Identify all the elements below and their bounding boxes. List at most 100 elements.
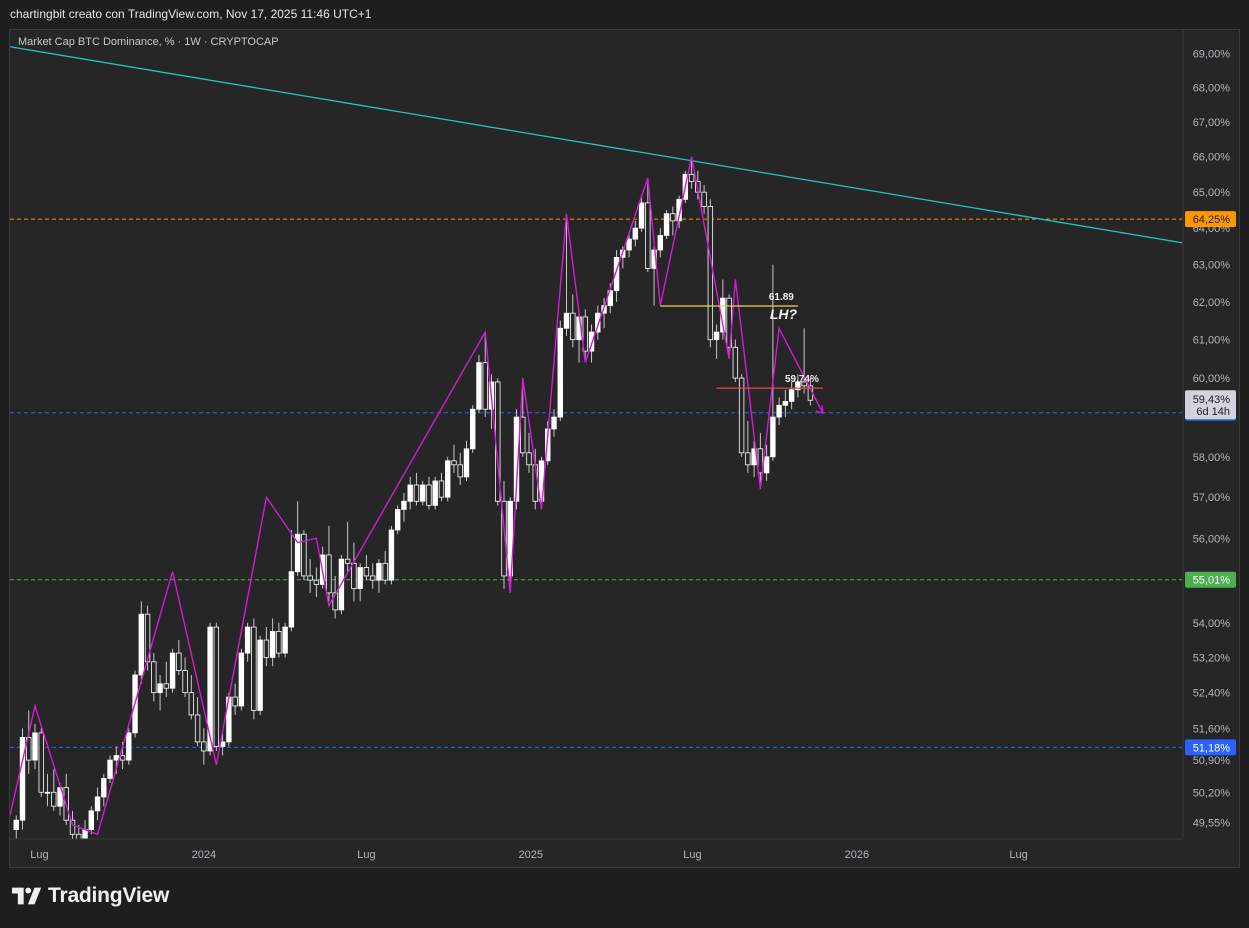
candle-body xyxy=(126,732,132,761)
y-tick-label: 58,00% xyxy=(1193,452,1231,464)
candle-body xyxy=(632,227,639,240)
candle-body xyxy=(19,736,26,821)
tradingview-logo-icon xyxy=(12,887,42,905)
candle-body xyxy=(407,484,413,502)
candle-body xyxy=(388,529,395,581)
candle-body xyxy=(801,381,807,387)
candle-body xyxy=(38,732,44,793)
candle-body xyxy=(69,819,76,835)
candle-body xyxy=(51,791,57,807)
candle-body xyxy=(263,639,270,658)
candle-body xyxy=(413,484,420,502)
current-price-tag-background xyxy=(1185,390,1236,420)
candle-body xyxy=(94,796,101,812)
candle-body xyxy=(307,575,313,581)
candle-body xyxy=(676,198,682,222)
candle-body xyxy=(513,416,520,502)
zigzag-line xyxy=(10,156,824,836)
candle-body xyxy=(457,464,463,478)
candle-body xyxy=(788,389,795,402)
zigzag-arrow-icon xyxy=(815,405,824,415)
candle-body xyxy=(420,484,426,502)
annotation-text: LH? xyxy=(770,306,798,322)
brand-name: TradingView xyxy=(48,884,170,907)
candle-body xyxy=(194,714,201,743)
candle-body xyxy=(745,452,751,466)
trendline-layer xyxy=(10,46,1182,244)
candle-body xyxy=(401,500,407,510)
price-tag-background xyxy=(1185,211,1236,228)
y-tick-label: 57,00% xyxy=(1193,492,1231,504)
candle-body xyxy=(294,533,301,573)
y-tick-label: 51,60% xyxy=(1193,723,1231,735)
candle-body xyxy=(88,810,94,830)
y-tick-label: 61,00% xyxy=(1193,335,1231,347)
candle-body xyxy=(101,778,107,798)
candle-body xyxy=(344,558,351,564)
candle-body xyxy=(613,256,620,292)
price-tag-label: 64,25% xyxy=(1193,214,1231,226)
candle-body xyxy=(732,346,739,379)
candle-body xyxy=(351,562,357,590)
price-tag-background xyxy=(1185,739,1236,756)
candle-body xyxy=(157,683,163,694)
price-tag-background xyxy=(1185,571,1236,588)
candle-body xyxy=(757,448,764,474)
candle-body xyxy=(244,626,251,654)
price-tag-label: 51,18% xyxy=(1193,742,1231,754)
candle-body xyxy=(138,613,145,676)
candle-body xyxy=(313,579,320,585)
candle-body xyxy=(144,613,151,663)
candle-body xyxy=(44,791,51,794)
candlestick-series xyxy=(13,156,814,839)
y-tick-label: 68,00% xyxy=(1193,82,1231,94)
candle-body xyxy=(782,401,789,406)
candle-body xyxy=(551,416,557,430)
candle-body xyxy=(176,652,182,671)
candle-body xyxy=(663,213,670,236)
candle-body xyxy=(438,480,445,498)
candle-body xyxy=(526,452,532,466)
candle-body xyxy=(207,626,213,752)
candle-body xyxy=(82,829,88,839)
x-tick-label: Lug xyxy=(683,849,701,861)
y-tick-label: 52,40% xyxy=(1193,688,1231,700)
candle-body xyxy=(13,819,19,830)
y-tick-label: 49,55% xyxy=(1193,818,1231,830)
current-price-label: 59,43% xyxy=(1193,394,1231,406)
candle-body xyxy=(507,500,513,577)
candle-body xyxy=(119,755,126,761)
chart-attribution: chartingbit creato con TradingView.com, … xyxy=(10,7,372,21)
candle-body xyxy=(326,554,332,594)
x-tick-label: Lug xyxy=(30,849,48,861)
candle-body xyxy=(563,312,570,329)
candle-body xyxy=(626,238,632,251)
y-tick-label: 65,00% xyxy=(1193,187,1231,199)
candle-body xyxy=(113,755,120,761)
y-tick-label: 63,00% xyxy=(1193,260,1231,272)
y-tick-label: 56,00% xyxy=(1193,533,1231,545)
candle-body xyxy=(451,460,457,466)
candle-body xyxy=(638,202,645,229)
horizontal-levels xyxy=(10,218,1182,748)
price-tag-label: 55,01% xyxy=(1193,575,1231,587)
candle-body xyxy=(357,567,363,590)
candle-body xyxy=(182,670,188,694)
x-axis: Lug 2024 Lug 2025 Lug 2026 Lug xyxy=(10,838,1183,861)
tradingview-brand[interactable]: TradingView xyxy=(12,884,169,908)
candle-body xyxy=(288,571,295,628)
candle-body xyxy=(701,191,707,207)
candle-body xyxy=(520,416,526,454)
candle-body xyxy=(582,316,588,352)
candle-body xyxy=(713,331,720,341)
candle-body xyxy=(107,759,113,779)
descending-trendline xyxy=(10,46,1182,244)
candle-body xyxy=(257,639,263,711)
y-tick-label: 69,00% xyxy=(1193,48,1231,60)
candle-body xyxy=(76,833,82,839)
candle-body xyxy=(232,696,238,707)
candle-body xyxy=(426,484,432,506)
candle-body xyxy=(770,416,776,458)
candle-body xyxy=(188,692,195,716)
